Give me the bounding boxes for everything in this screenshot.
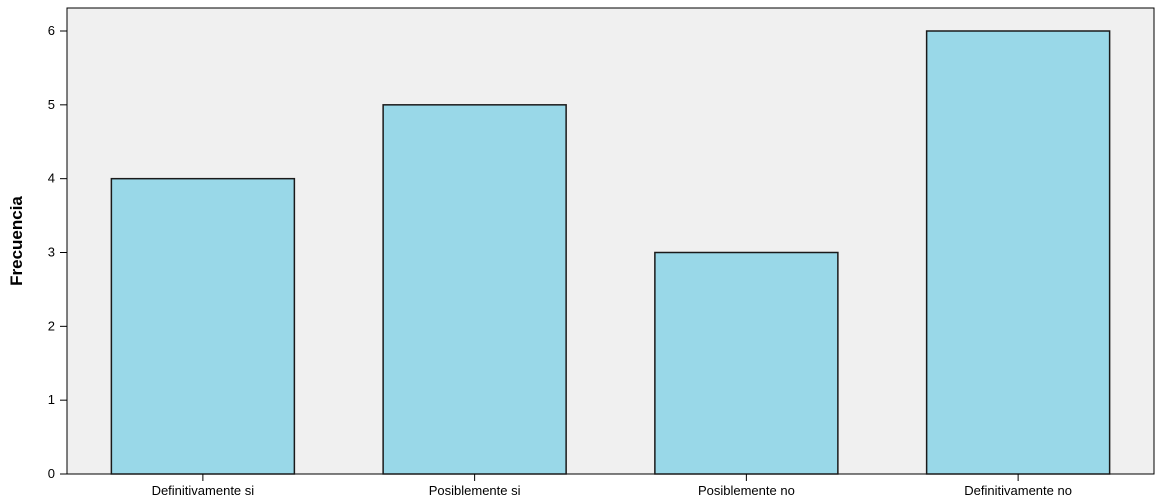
y-tick-label: 5 (48, 97, 55, 112)
y-axis-title: Frecuencia (7, 196, 26, 286)
x-tick-label: Posiblemente no (698, 483, 795, 498)
y-tick-label: 4 (48, 171, 55, 186)
x-tick-label: Definitivamente no (964, 483, 1072, 498)
y-tick-label: 2 (48, 318, 55, 333)
y-tick-label: 0 (48, 466, 55, 481)
y-tick-label: 6 (48, 23, 55, 38)
bar (654, 251, 839, 475)
x-tick-label: Definitivamente si (152, 483, 255, 498)
bar (925, 30, 1111, 475)
y-tick-label: 3 (48, 245, 55, 260)
bar (110, 177, 296, 475)
x-tick-label: Posiblemente si (429, 483, 521, 498)
bar (382, 104, 567, 475)
y-tick-label: 1 (48, 392, 55, 407)
